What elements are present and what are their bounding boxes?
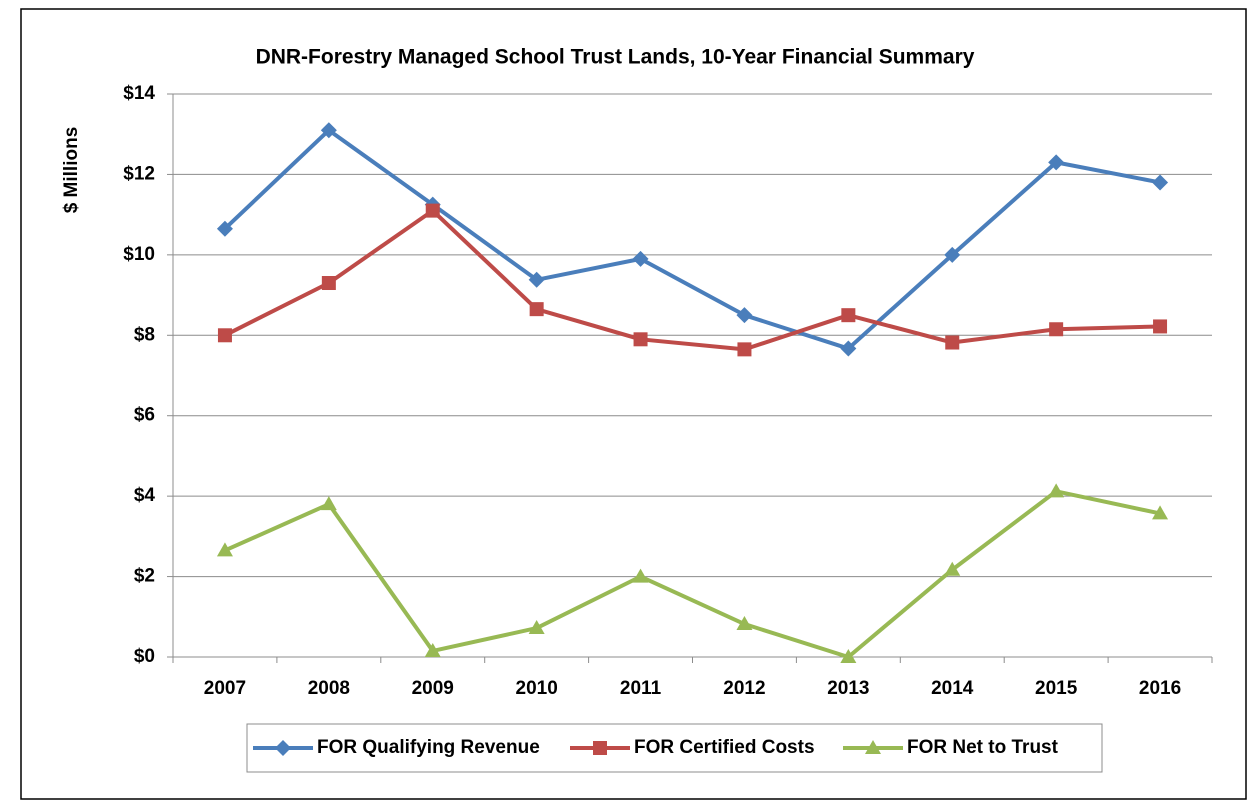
x-tick-label: 2010: [516, 678, 558, 699]
data-point: [528, 271, 545, 288]
y-tick-label: $0: [134, 646, 155, 667]
data-point: [424, 642, 441, 657]
data-point: [216, 220, 233, 237]
legend-label: FOR Certified Costs: [634, 737, 815, 758]
y-tick-label: $2: [134, 566, 155, 587]
data-point: [528, 620, 545, 635]
data-point: [840, 649, 857, 663]
y-tick-label: $8: [134, 324, 155, 345]
x-tick-label: 2008: [308, 678, 350, 699]
data-point: [1048, 154, 1065, 171]
data-point: [425, 203, 440, 218]
data-point: [529, 302, 544, 317]
x-tick-label: 2015: [1035, 678, 1078, 699]
data-point: [840, 340, 857, 357]
data-point: [736, 616, 753, 631]
chart-title: DNR-Forestry Managed School Trust Lands,…: [256, 46, 975, 69]
data-point: [1153, 319, 1168, 334]
y-tick-label: $12: [123, 163, 155, 184]
data-point: [216, 542, 233, 557]
data-point: [944, 561, 961, 576]
data-point: [1048, 483, 1065, 498]
data-point: [633, 332, 648, 347]
x-tick-label: 2012: [723, 678, 765, 699]
chart-frame: [20, 8, 1247, 800]
data-point: [217, 328, 232, 343]
series-line: [223, 128, 1161, 351]
data-point: [320, 122, 337, 139]
y-tick-label: $10: [123, 244, 155, 265]
series-line: [224, 208, 1161, 352]
x-tick-label: 2013: [827, 678, 869, 699]
data-point: [737, 342, 752, 357]
data-point: [1152, 505, 1169, 520]
x-tick-label: 2014: [931, 678, 974, 699]
data-point: [321, 276, 336, 291]
data-point: [632, 250, 649, 267]
data-point: [632, 568, 649, 583]
y-tick-label: $14: [123, 83, 155, 104]
data-point: [944, 246, 961, 263]
data-point: [320, 496, 337, 511]
legend-marker: [593, 741, 607, 755]
data-point: [1049, 322, 1064, 337]
series-line: [224, 489, 1161, 659]
y-axis-label: $ Millions: [61, 127, 82, 214]
data-point: [841, 308, 856, 323]
x-tick-label: 2011: [620, 678, 662, 699]
legend-box: [246, 723, 1103, 773]
x-tick-label: 2016: [1139, 678, 1181, 699]
data-point: [1152, 174, 1169, 191]
legend-label: FOR Qualifying Revenue: [317, 737, 540, 758]
data-point: [945, 335, 960, 350]
x-tick-label: 2009: [412, 678, 454, 699]
y-tick-label: $6: [134, 405, 155, 426]
legend-marker: [275, 740, 291, 756]
y-tick-label: $4: [134, 485, 156, 506]
x-tick-label: 2007: [204, 678, 246, 699]
legend-marker: [865, 740, 881, 754]
legend-label: FOR Net to Trust: [907, 737, 1059, 758]
data-point: [736, 307, 753, 324]
